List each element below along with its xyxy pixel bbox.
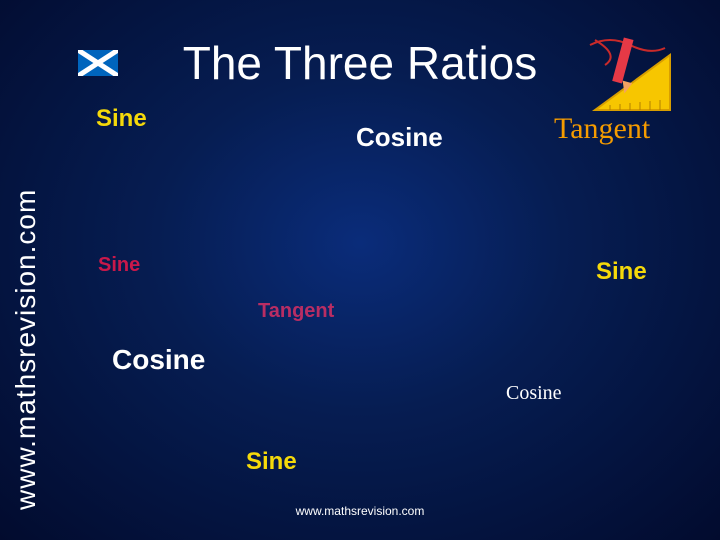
- word-cosine-1: Cosine: [356, 122, 443, 153]
- word-tangent-2: Tangent: [554, 112, 650, 146]
- word-sine-8: Sine: [246, 448, 297, 476]
- slide: The Three Ratios www.mathsrevision.com S…: [0, 0, 720, 540]
- word-cosine-7: Cosine: [506, 382, 562, 405]
- word-tangent-5: Tangent: [258, 300, 334, 323]
- word-sine-0: Sine: [96, 105, 147, 133]
- sidebar-url: www.mathsrevision.com: [10, 189, 42, 510]
- word-cosine-6: Cosine: [112, 344, 205, 376]
- footer-url: www.mathsrevision.com: [0, 504, 720, 518]
- word-sine-4: Sine: [596, 258, 647, 286]
- ruler-pencil-icon: [580, 30, 680, 120]
- word-sine-3: Sine: [98, 254, 140, 277]
